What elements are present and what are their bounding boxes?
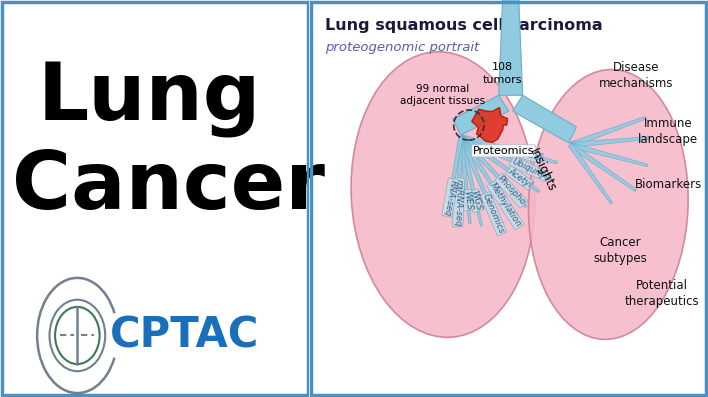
Text: RNA-seq: RNA-seq <box>442 179 458 216</box>
Text: Genomics: Genomics <box>481 192 506 235</box>
Text: Lung: Lung <box>37 60 261 138</box>
Text: proteogenomic portrait: proteogenomic portrait <box>326 41 479 54</box>
Polygon shape <box>459 135 527 208</box>
Polygon shape <box>459 135 540 193</box>
Polygon shape <box>457 137 463 216</box>
Text: Acetyl: Acetyl <box>506 167 533 189</box>
Polygon shape <box>570 137 650 148</box>
Text: miRNA-seq: miRNA-seq <box>453 179 464 226</box>
Polygon shape <box>460 134 557 164</box>
Polygon shape <box>459 136 516 221</box>
Polygon shape <box>459 137 471 224</box>
Polygon shape <box>569 143 636 191</box>
Polygon shape <box>569 116 646 147</box>
Polygon shape <box>513 95 576 143</box>
Ellipse shape <box>529 69 688 339</box>
Text: Insights: Insights <box>527 147 558 195</box>
Text: Biomarkers: Biomarkers <box>634 178 702 191</box>
Polygon shape <box>569 144 612 204</box>
Polygon shape <box>453 95 508 135</box>
Text: WGS: WGS <box>469 190 482 212</box>
Text: 99 normal
adjacent tissues: 99 normal adjacent tissues <box>400 84 486 106</box>
Text: Global: Global <box>514 147 542 163</box>
Polygon shape <box>459 137 483 226</box>
Text: Cancer
subtypes: Cancer subtypes <box>593 235 647 265</box>
Text: Proteomics: Proteomics <box>473 146 535 156</box>
Text: Disease
mechanisms: Disease mechanisms <box>599 61 673 90</box>
Polygon shape <box>472 108 508 143</box>
Text: CPTAC: CPTAC <box>110 314 259 357</box>
Polygon shape <box>447 137 463 212</box>
Text: Lung squamous cell carcinoma: Lung squamous cell carcinoma <box>326 18 603 33</box>
Polygon shape <box>498 0 523 95</box>
Circle shape <box>50 300 105 371</box>
Text: Immune
landscape: Immune landscape <box>638 116 698 146</box>
Polygon shape <box>459 135 552 180</box>
Text: WES: WES <box>462 190 473 210</box>
Polygon shape <box>459 136 503 233</box>
Polygon shape <box>570 143 648 167</box>
Circle shape <box>55 307 100 364</box>
Text: 108
tumors: 108 tumors <box>483 62 523 85</box>
Text: Ubiquityl: Ubiquityl <box>510 157 549 181</box>
Text: Potential
therapeutics: Potential therapeutics <box>625 279 700 308</box>
Text: Phospho: Phospho <box>496 174 527 207</box>
Text: Cancer: Cancer <box>12 148 326 225</box>
Ellipse shape <box>351 52 535 337</box>
Text: Methylation: Methylation <box>488 181 523 229</box>
